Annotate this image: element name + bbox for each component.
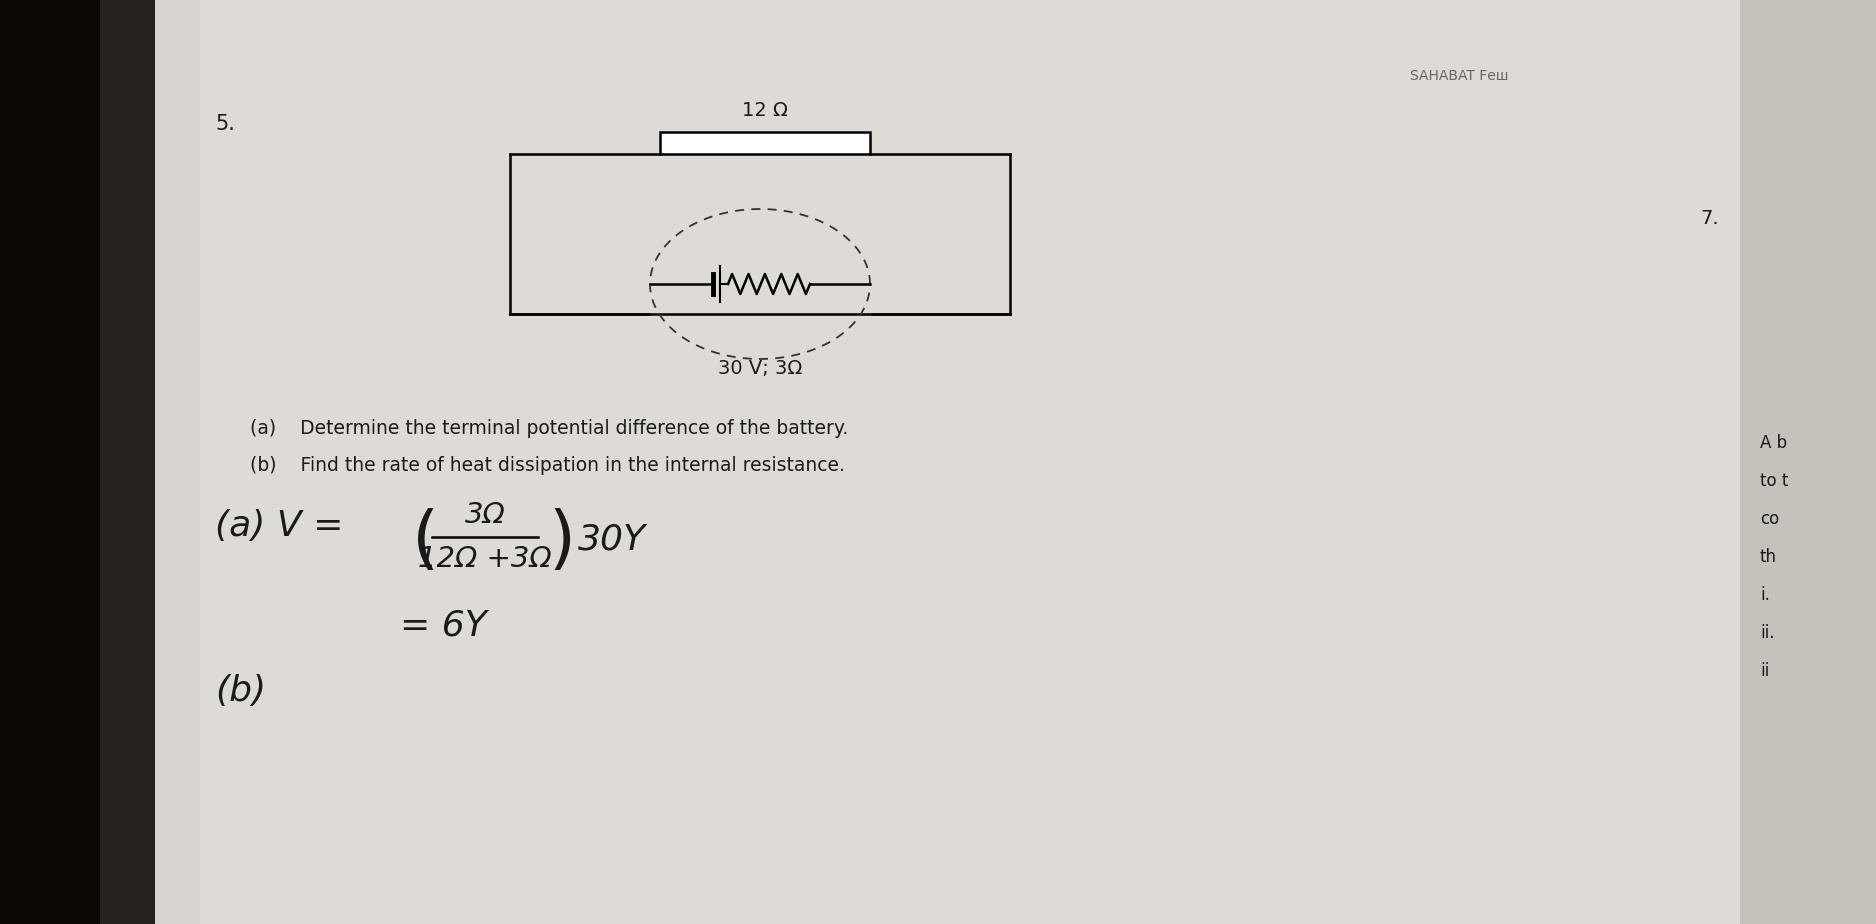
Polygon shape <box>1741 0 1876 924</box>
Polygon shape <box>201 0 1750 924</box>
Text: (b)    Find the rate of heat dissipation in the internal resistance.: (b) Find the rate of heat dissipation in… <box>250 456 844 475</box>
Polygon shape <box>156 0 1876 924</box>
Text: th: th <box>1760 548 1777 566</box>
Text: 3Ω: 3Ω <box>465 501 505 529</box>
Text: co: co <box>1760 510 1778 528</box>
Text: i.: i. <box>1760 586 1769 604</box>
Text: ii: ii <box>1760 662 1769 680</box>
Text: (a)    Determine the terminal potential difference of the battery.: (a) Determine the terminal potential dif… <box>250 419 848 438</box>
Polygon shape <box>0 0 159 924</box>
Text: ): ) <box>548 508 576 576</box>
Text: (a) V =: (a) V = <box>216 509 355 543</box>
Text: 30Y: 30Y <box>578 522 645 556</box>
Text: to t: to t <box>1760 472 1788 490</box>
Text: 7.: 7. <box>1700 209 1718 228</box>
Text: 30 V; 3Ω: 30 V; 3Ω <box>719 359 803 378</box>
Text: 12 Ω: 12 Ω <box>743 101 788 120</box>
Text: = 6Y: = 6Y <box>400 609 488 643</box>
Polygon shape <box>99 0 280 924</box>
Text: (: ( <box>413 508 439 576</box>
Bar <box>660 132 870 154</box>
Text: 5.: 5. <box>216 114 234 134</box>
Text: ii.: ii. <box>1760 624 1775 642</box>
Text: (b): (b) <box>216 674 266 708</box>
Text: SAHABAT Fеш: SAHABAT Fеш <box>1411 69 1508 83</box>
Text: A b: A b <box>1760 434 1788 452</box>
Text: 12Ω +3Ω: 12Ω +3Ω <box>418 545 552 573</box>
